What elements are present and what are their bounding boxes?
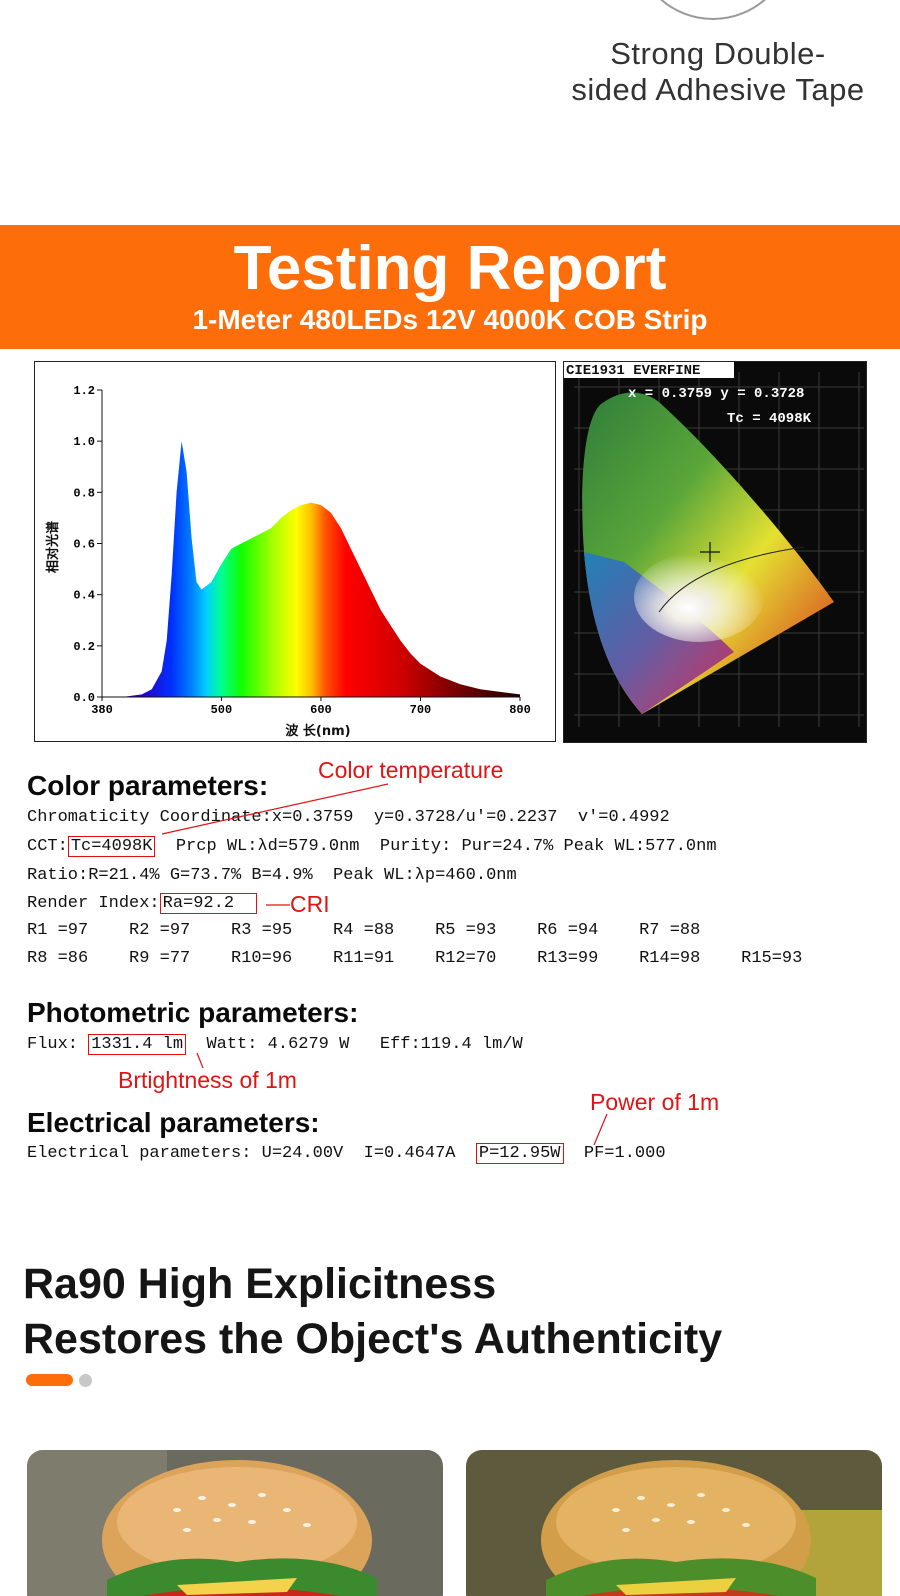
carousel-dot-active[interactable]: [26, 1374, 73, 1386]
spectrum-chart: 0.0 0.2 0.4 0.6 0.8 1.0 1.2 380 500 600 700 800 相对…: [34, 361, 556, 742]
y-tick-label: 0.0: [73, 691, 95, 705]
banner-title: Testing Report: [233, 234, 667, 303]
flux-prefix: Flux:: [27, 1035, 89, 1054]
banner-subtitle: 1-Meter 480LEDs 12V 4000K COB Strip: [192, 304, 708, 335]
photometric-heading: Photometric parameters:: [27, 997, 359, 1028]
annotation-leaders: [161, 783, 608, 1146]
r-values-row-1: R1 =97 R2 =97 R3 =95 R4 =88 R5 =93 R6 =9…: [27, 921, 701, 940]
ri-value: Ra=92.2: [159, 893, 258, 914]
color-params-heading: Color parameters:: [27, 770, 269, 801]
cct-prefix: CCT:: [27, 837, 68, 856]
spectrum-area: [102, 441, 520, 697]
ratio-line: Ratio:R=21.4% G=73.7% B=4.9% Peak WL:λp=…: [27, 866, 517, 885]
tape-caption: Strong Double- sided Adhesive Tape: [548, 36, 888, 108]
cri-note: CRI: [290, 891, 330, 917]
flux-value: 1331.4 lm: [88, 1034, 187, 1055]
cie-coords: x = 0.3759 y = 0.3728: [628, 386, 804, 402]
cie-crosshair-marker: [700, 542, 720, 562]
x-tick-label: 700: [410, 703, 432, 717]
tape-caption-line2: sided Adhesive Tape: [571, 72, 865, 107]
burger-photo-left: [27, 1450, 443, 1596]
electrical-rest: PF=1.000: [563, 1144, 666, 1163]
spectrum-y-label: 相对光谱: [45, 521, 61, 573]
y-tick-label: 0.8: [73, 486, 95, 500]
x-tick-label: 500: [211, 703, 233, 717]
render-index-line: Render Index: Ra=92.2: [27, 893, 258, 914]
chromaticity-line: Chromaticity Coordinate:x=0.3759 y=0.372…: [27, 808, 670, 827]
power-value: P=12.95W: [475, 1143, 564, 1164]
color-temperature-note: Color temperature: [318, 757, 504, 783]
electrical-line: Electrical parameters: U=24.00V I=0.4647…: [27, 1143, 666, 1164]
cie-tc: Tc = 4098K: [727, 411, 812, 427]
flux-rest: Watt: 4.6279 W Eff:119.4 lm/W: [186, 1035, 523, 1054]
cct-value: Tc=4098K: [67, 836, 156, 857]
y-tick-label: 0.2: [73, 640, 95, 654]
x-tick-label: 600: [310, 703, 332, 717]
x-tick-label: 380: [91, 703, 113, 717]
testing-report-banner: Testing Report 1-Meter 480LEDs 12V 4000K…: [0, 225, 900, 349]
brightness-note: Brtightness of 1m: [118, 1067, 297, 1093]
y-tick-label: 0.6: [73, 538, 95, 552]
cie1931-diagram: CIE1931 EVERFINE x = 0.3759 y = 0.3728 T…: [563, 361, 867, 743]
flux-line: Flux: 1331.4 lm Watt: 4.6279 W Eff:119.4…: [27, 1034, 523, 1055]
cct-rest: Prcp WL:λd=579.0nm Purity: Pur=24.7% Pea…: [155, 837, 717, 856]
carousel-dot[interactable]: [79, 1374, 92, 1387]
electrical-prefix: Electrical parameters: U=24.00V I=0.4647…: [27, 1144, 476, 1163]
feature-title-line2: Restores the Object's Authenticity: [23, 1315, 723, 1363]
y-tick-label: 1.0: [73, 435, 95, 449]
y-tick-label: 0.4: [73, 589, 95, 603]
feature-title-line1: Ra90 High Explicitness: [23, 1260, 497, 1308]
spectrum-x-label: 波 长(nm): [285, 723, 350, 739]
x-tick-label: 800: [509, 703, 531, 717]
cct-line: CCT: Tc=4098K Prcp WL:λd=579.0nm Purity: …: [27, 836, 717, 857]
power-note: Power of 1m: [590, 1089, 720, 1115]
cie-title: CIE1931 EVERFINE: [566, 363, 700, 379]
r-values-row-2: R8 =86 R9 =77 R10=96 R11=91 R12=70 R13=9…: [27, 949, 803, 968]
electrical-heading: Electrical parameters:: [27, 1107, 320, 1138]
burger-photo-right: [466, 1450, 882, 1596]
y-tick-label: 1.2: [73, 384, 95, 398]
tape-caption-line1: Strong Double-: [610, 36, 826, 71]
ri-prefix: Render Index:: [27, 894, 160, 913]
